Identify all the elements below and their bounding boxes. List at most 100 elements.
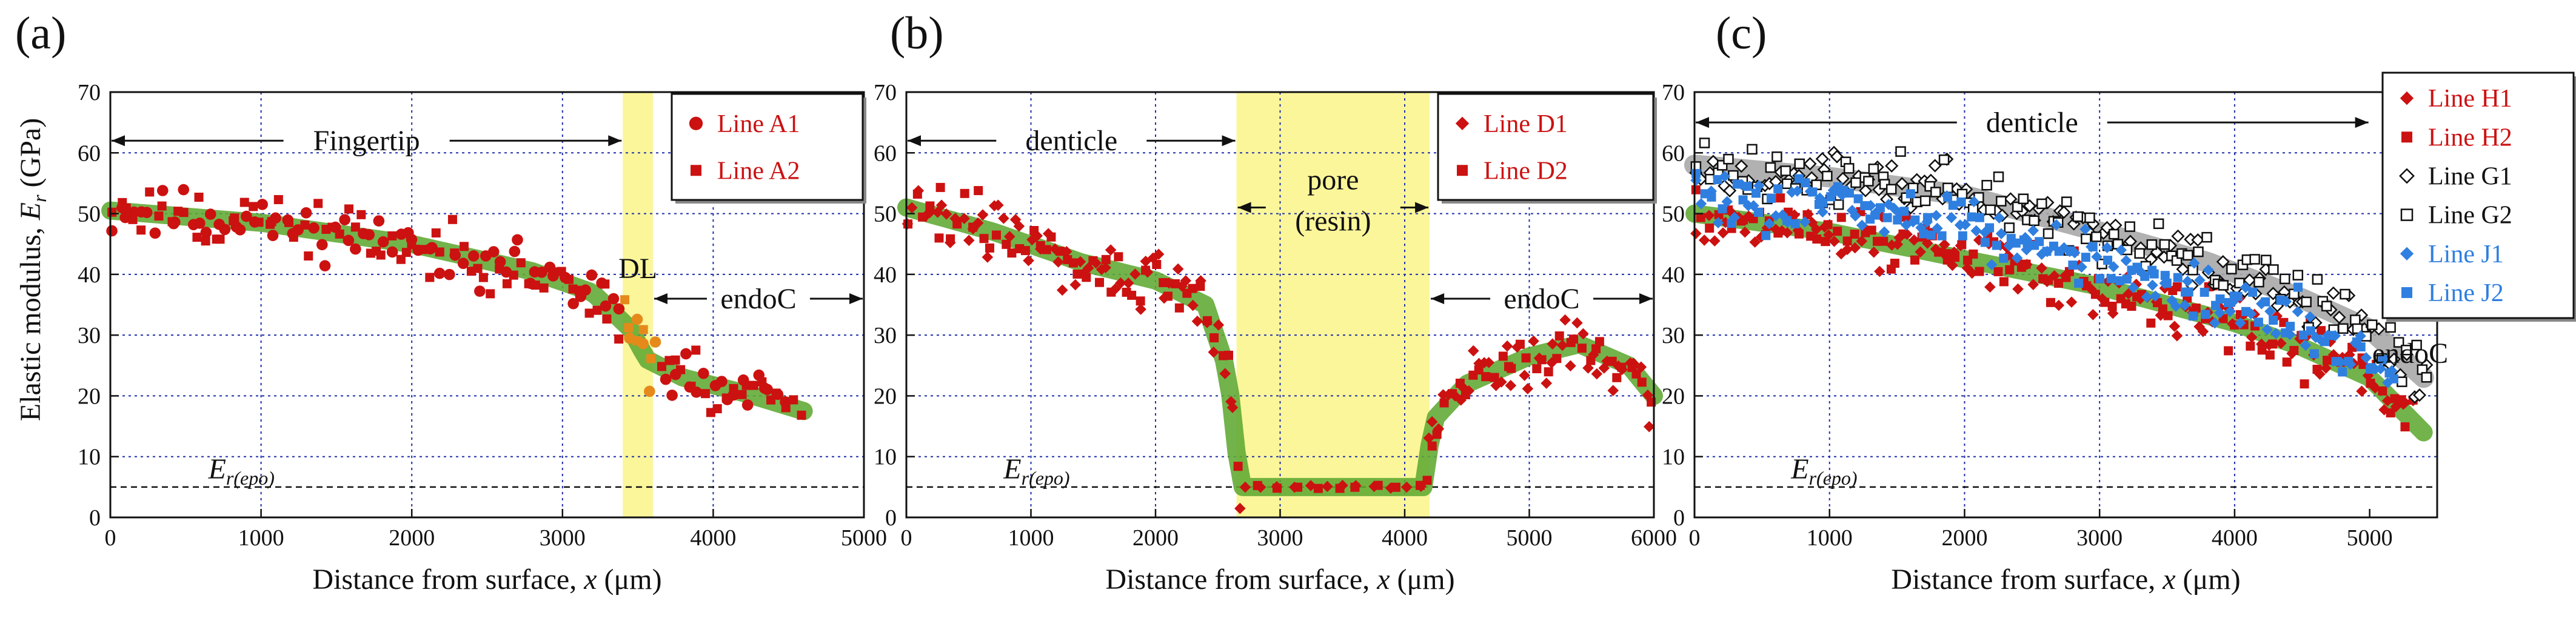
data-point [2411,339,2422,351]
legend: Line A1 Line A2 [671,93,866,204]
data-point [1140,256,1152,267]
data-point [2011,252,2023,264]
data-point [431,228,441,237]
data-point [1993,212,2005,224]
data-point [1547,338,1559,350]
data-point [1844,163,1855,174]
data-point [1890,258,1899,268]
region-label: DL [618,253,657,285]
data-point [2292,270,2304,281]
data-point [267,217,276,227]
data-point [2355,308,2369,322]
data-point [2421,372,2432,383]
data-point [433,267,446,279]
data-point [649,336,661,348]
data-point [1942,182,1953,193]
data-point [1695,198,1707,210]
data-point [2270,328,2282,339]
data-point [2066,246,2075,256]
data-point [2245,308,2257,320]
data-point [1577,344,1587,353]
data-point [2268,339,2278,349]
region-arrow-head [1696,117,1709,128]
data-point [1713,174,1722,184]
data-point [457,257,469,270]
data-point [1868,247,1880,258]
data-point [2159,239,2170,250]
data-point [1631,369,1641,379]
legend-marker [2400,247,2414,261]
data-point [319,260,331,271]
data-point [1844,188,1854,198]
data-point [632,336,642,345]
data-point [1893,215,1902,225]
data-point [985,243,994,253]
data-point [1422,476,1432,485]
data-point [141,207,153,218]
data-point [1023,254,1034,267]
data-point [350,222,360,232]
data-point [1776,193,1785,203]
legend-entry: Line A1 [717,110,800,138]
legend-entry: Line H1 [2428,85,2512,113]
data-point [2401,345,2412,356]
y-tick-label: 70 [78,80,101,105]
data-point [1860,201,1870,211]
data-point [1748,200,1759,211]
x-tick-label: 0 [1689,525,1701,551]
data-point [2054,247,2064,256]
data-point [1956,197,1966,207]
data-point [1781,227,1793,239]
data-point [2397,376,2407,387]
data-point [2378,386,2387,396]
data-point [2282,357,2292,367]
data-point [2338,323,2349,334]
data-point [344,204,353,214]
data-point [2356,342,2366,352]
data-point [1765,162,1776,173]
data-point [1968,196,1980,208]
data-point [2327,331,2337,340]
data-point [2234,277,2245,288]
x-tick-label: 2000 [1132,525,1179,551]
data-point [1607,356,1617,366]
data-point [2066,296,2078,308]
data-point [1739,226,1751,238]
data-point [1910,215,1920,225]
data-point [2213,307,2226,319]
data-point [1598,362,1610,374]
data-point [2324,336,2337,348]
data-point [2172,282,2182,292]
data-point [2389,374,2398,384]
data-point [1984,281,1996,293]
data-point [1830,150,1844,164]
data-point [1239,481,1251,493]
data-point [2120,254,2132,267]
region-arrow-head [1415,202,1429,213]
data-point [1223,350,1233,360]
data-point [1569,334,1579,344]
data-point [2224,346,2233,356]
legend: Line H1 Line H2 Line G1 Line G2 Line J1 Line … [2381,71,2576,322]
data-point [574,285,584,295]
data-point [192,233,202,242]
data-point [444,268,455,281]
legend-marker [2401,131,2412,143]
data-point [1460,390,1470,400]
data-point [1863,176,1874,187]
data-point [1498,351,1508,361]
data-point [903,219,913,229]
y-tick-label: 60 [1662,141,1685,166]
y-tick-label: 10 [874,445,897,470]
data-point [1432,430,1442,439]
data-point [1188,284,1197,293]
data-point [666,390,678,401]
data-point [450,248,460,258]
y-tick-label: 10 [78,445,101,470]
data-point [2046,297,2055,307]
data-point [2081,253,2090,262]
region-arrow-head [1639,293,1653,304]
data-point [2182,275,2193,287]
data-point [1801,178,1810,188]
data-point [1552,354,1562,364]
